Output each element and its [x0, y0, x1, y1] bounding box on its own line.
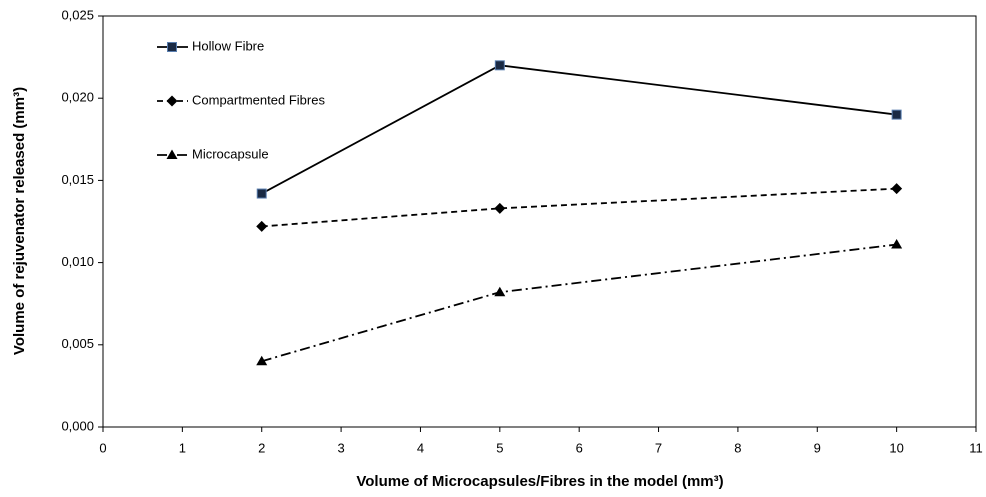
x-tick-label: 6	[576, 440, 583, 455]
x-tick-label: 0	[99, 440, 106, 455]
y-tick-label: 0,000	[61, 418, 94, 433]
legend-label: Microcapsule	[192, 146, 269, 161]
x-tick-label: 3	[337, 440, 344, 455]
legend-marker	[167, 42, 177, 52]
y-tick-label: 0,005	[61, 336, 94, 351]
x-tick-label: 2	[258, 440, 265, 455]
legend-label: Hollow Fibre	[192, 38, 264, 53]
y-tick-label: 0,010	[61, 254, 94, 269]
x-tick-label: 9	[814, 440, 821, 455]
series-line	[261, 187, 897, 228]
data-point	[494, 60, 505, 71]
x-tick-label: 8	[734, 440, 741, 455]
x-axis-title: Volume of Microcapsules/Fibres in the mo…	[356, 473, 723, 490]
x-tick-label: 11	[969, 440, 983, 455]
data-point	[256, 188, 267, 199]
data-point	[891, 109, 902, 120]
x-tick-label: 10	[889, 440, 903, 455]
x-tick-label: 1	[179, 440, 186, 455]
y-tick-label: 0,020	[61, 90, 94, 105]
legend-marker	[166, 149, 178, 159]
x-tick-label: 4	[417, 440, 424, 455]
series-line	[261, 243, 897, 363]
y-tick-label: 0,015	[61, 172, 94, 187]
plot-frame	[102, 15, 977, 428]
data-point	[256, 220, 268, 232]
data-point	[494, 202, 506, 214]
x-tick-label: 5	[496, 440, 503, 455]
series-line	[261, 64, 897, 195]
legend-label: Compartmented Fibres	[192, 92, 325, 107]
data-point	[494, 286, 506, 297]
y-tick-label: 0,025	[61, 7, 94, 22]
data-point	[256, 355, 268, 366]
legend-marker	[166, 95, 178, 107]
x-tick-label: 7	[655, 440, 662, 455]
data-point	[891, 239, 903, 249]
data-point	[891, 183, 903, 195]
y-axis-title: Volume of rejuvenator released (mm³)	[11, 87, 28, 355]
